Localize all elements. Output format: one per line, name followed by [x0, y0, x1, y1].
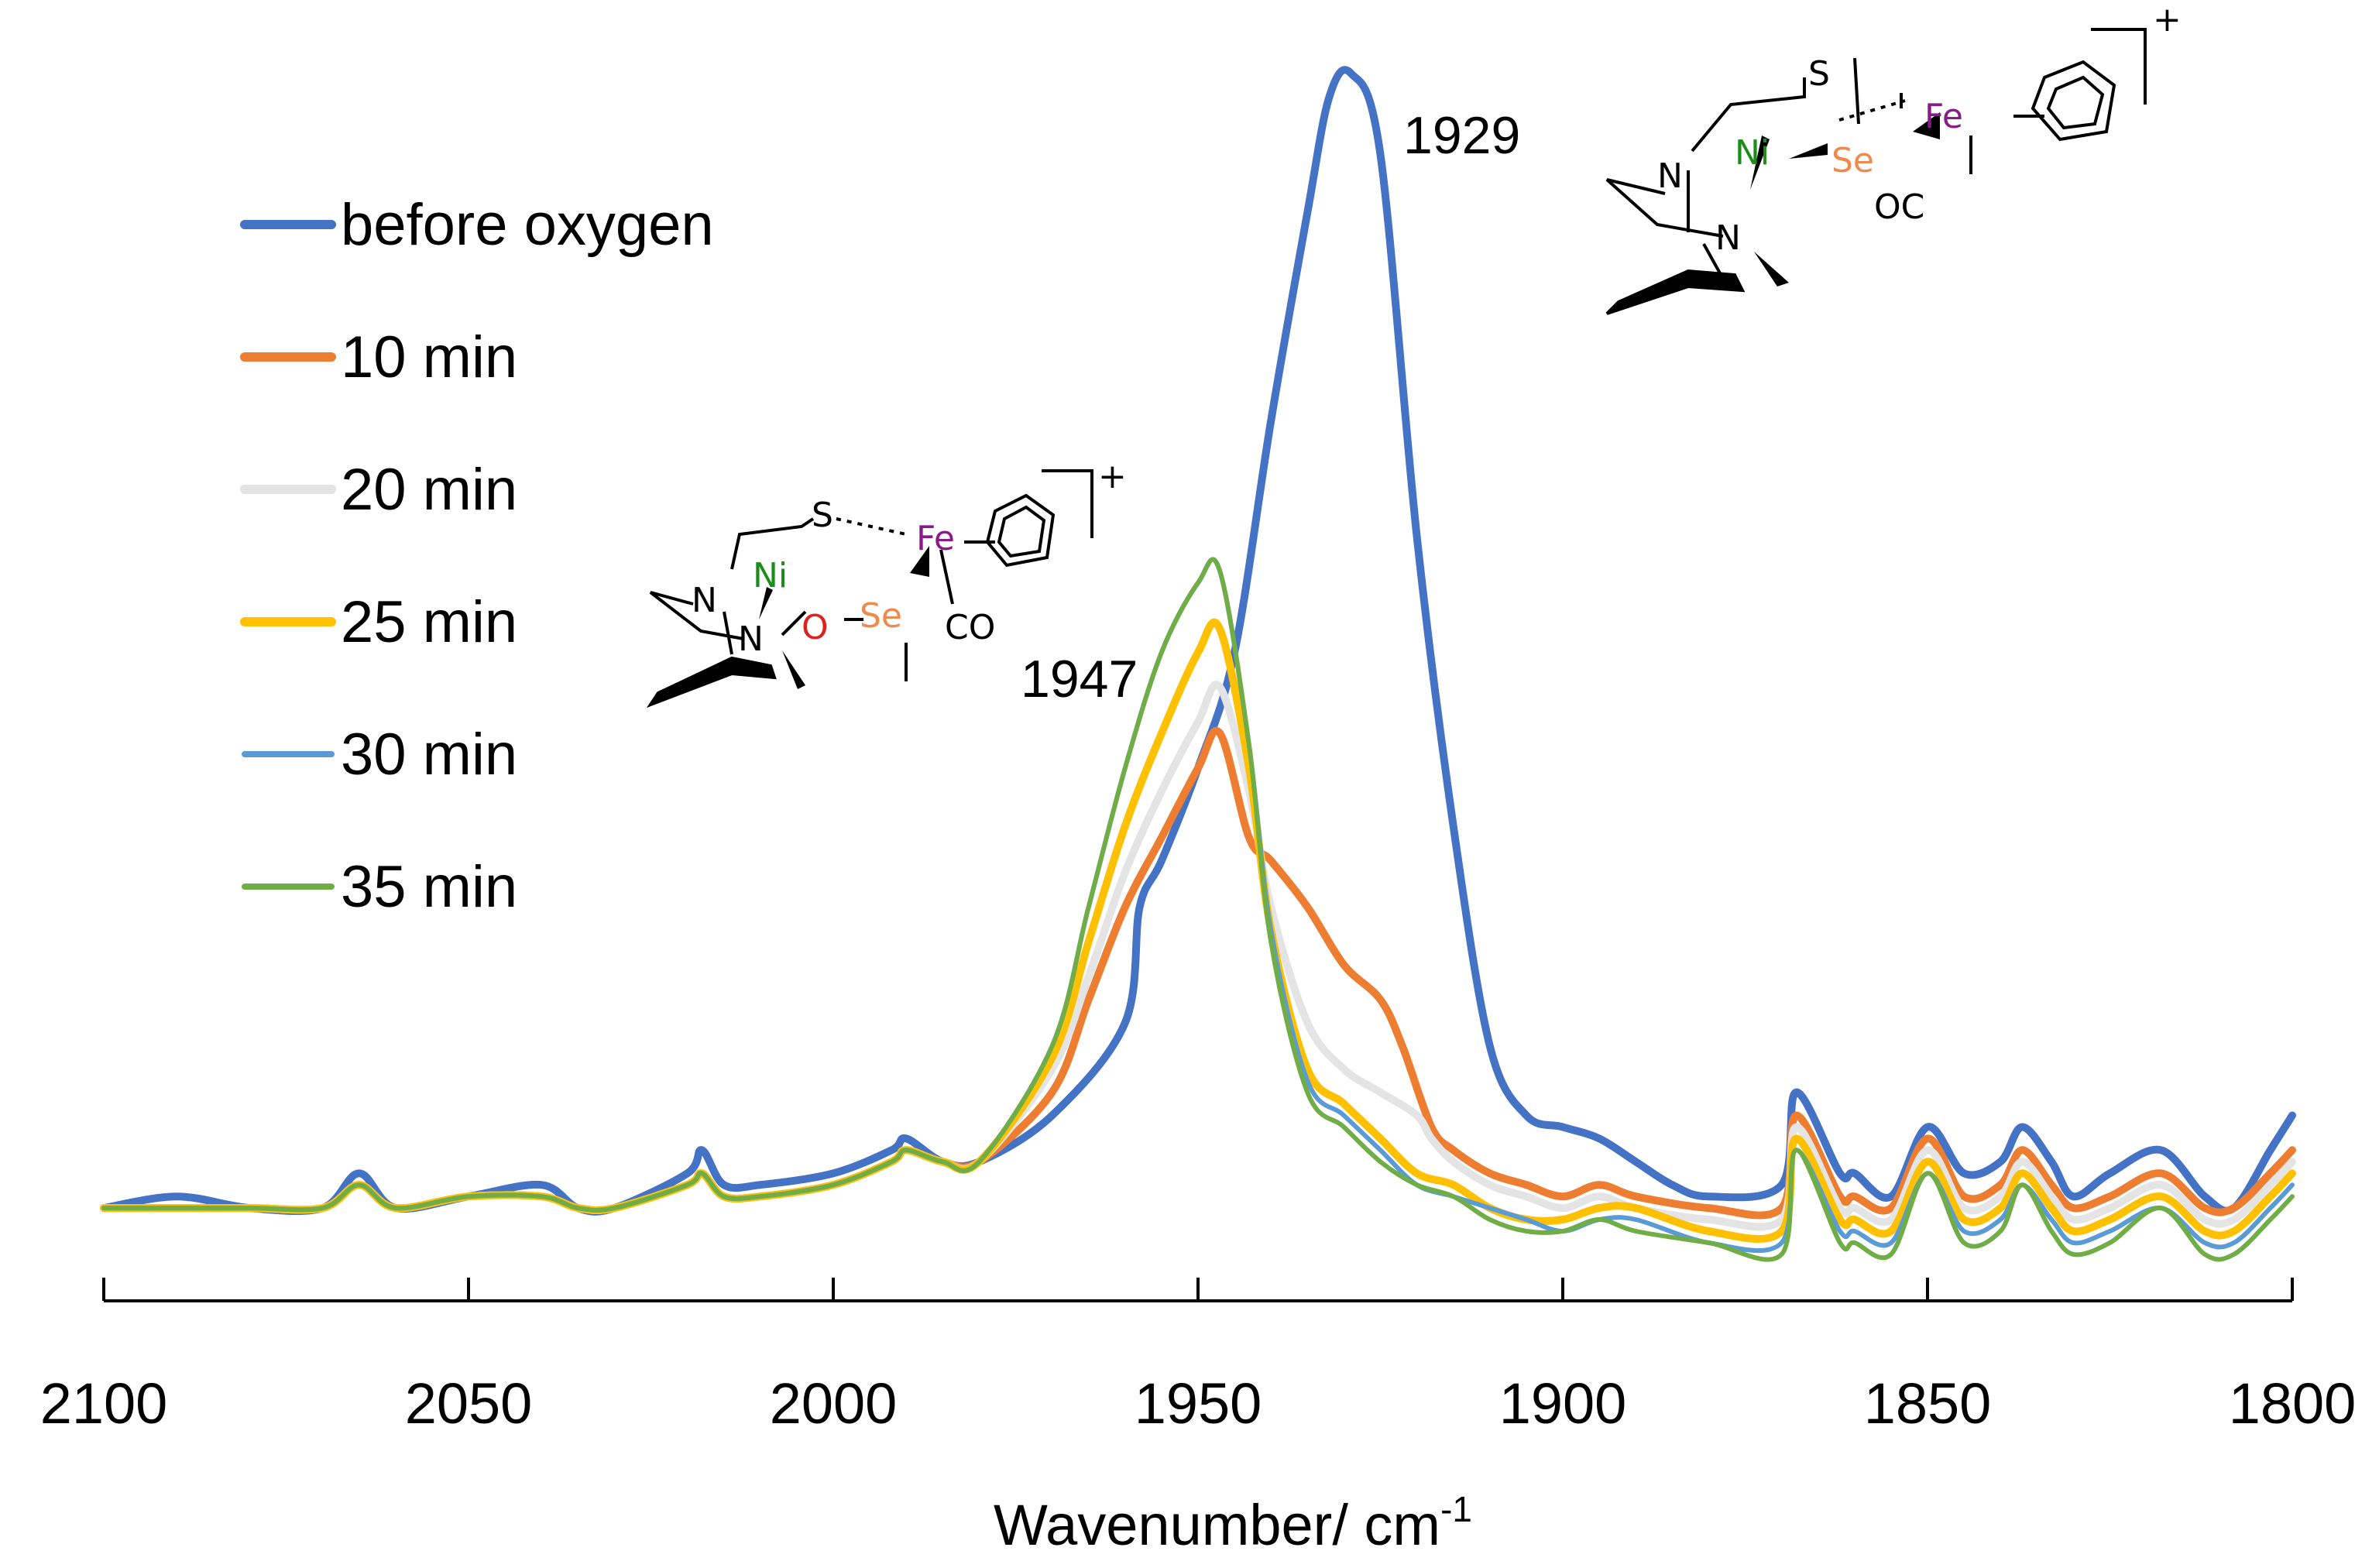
mol-atom-se: Se — [1831, 141, 1874, 180]
x-axis-ticks: 2100 2050 2000 1950 1900 1850 1800 — [40, 1278, 2357, 1436]
mol-ligand-oc: OC — [1874, 187, 1924, 227]
mol2-charge: + — [1098, 457, 1127, 496]
legend-label: 20 min — [341, 457, 517, 523]
mol2-atom-s: S — [812, 496, 833, 535]
mol-atom-n: N — [1657, 156, 1683, 196]
annotation-1947: 1947 — [1021, 650, 1138, 709]
legend-label: 30 min — [341, 722, 517, 787]
x-tick-label: 1850 — [1864, 1371, 1992, 1436]
x-tick-label: 2000 — [770, 1371, 898, 1436]
annotation-1929: 1929 — [1403, 106, 1520, 165]
mol2-ligand-co: CO — [945, 608, 995, 647]
molecule-structure-middle-left: S N Ni Fe N O Se CO + — [646, 457, 1127, 709]
x-tick-label: 1800 — [2229, 1371, 2357, 1436]
x-tick-label: 1950 — [1135, 1371, 1262, 1436]
legend-label: before oxygen — [341, 192, 714, 258]
legend-label: 25 min — [341, 589, 517, 655]
series-line-10-min — [100, 726, 2296, 1220]
mol-atom-s: S — [1808, 54, 1830, 94]
x-tick-label: 2050 — [405, 1371, 533, 1436]
x-axis-title: Wavenumber/ cm-1 — [994, 1489, 1472, 1557]
mol-charge: + — [2153, 0, 2182, 39]
mol2-atom-se: Se — [860, 596, 902, 636]
mol2-atom-fe: Fe — [916, 519, 955, 558]
mol2-atom-ni: Ni — [753, 556, 788, 595]
mol-atom-fe: Fe — [1924, 97, 1963, 136]
legend-label: 35 min — [341, 854, 517, 920]
mol2-atom-o: O — [802, 608, 829, 647]
mol-atom-n2: N — [1715, 218, 1741, 258]
mol-atom-ni: Ni — [1735, 133, 1770, 173]
x-tick-label: 2100 — [40, 1371, 168, 1436]
mol2-atom-n2: N — [738, 619, 764, 659]
series-layer — [100, 66, 2296, 1262]
series-line-35-min — [101, 557, 2295, 1262]
legend: before oxygen 10 min 20 min 25 min 30 min 35 … — [240, 192, 714, 920]
mol2-atom-n: N — [692, 581, 717, 620]
series-line-before-oxygen — [100, 66, 2296, 1216]
x-tick-label: 1900 — [1499, 1371, 1627, 1436]
molecule-structure-top-right: S N Ni Se Fe N OC + — [1605, 0, 2182, 315]
legend-label: 10 min — [341, 324, 517, 390]
